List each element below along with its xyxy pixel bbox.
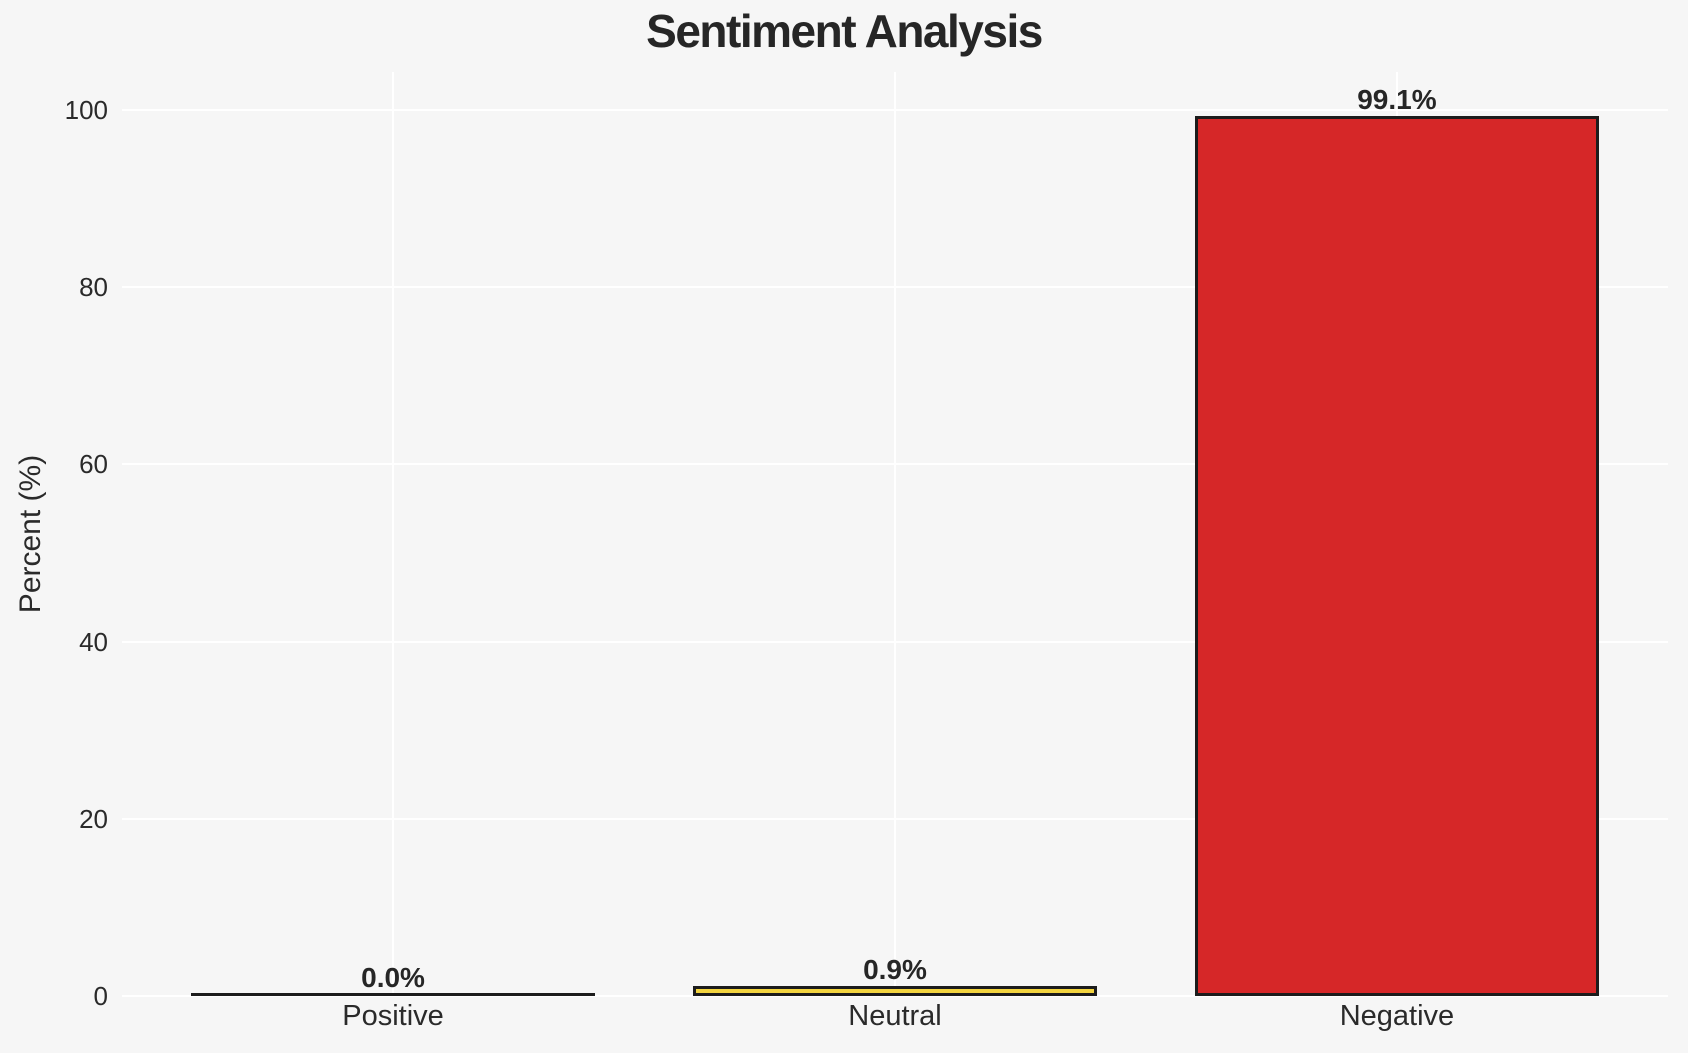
bar-negative	[1194, 116, 1599, 996]
y-tick-label: 20	[79, 803, 108, 834]
y-tick-label: 0	[93, 981, 108, 1011]
plot-area: 0.0% 0.9% 99.1%	[122, 72, 1668, 997]
x-tick-label: Positive	[342, 1000, 444, 1032]
gridline-vertical	[392, 72, 395, 996]
x-tick-label: Negative	[1339, 1000, 1455, 1032]
value-label: 0.0%	[361, 962, 425, 994]
chart-title: Sentiment Analysis	[646, 5, 1043, 57]
value-label: 99.1%	[1357, 84, 1437, 116]
x-tick-label: Neutral	[848, 1000, 942, 1032]
y-tick-label: 40	[79, 626, 108, 657]
value-label: 0.9%	[863, 954, 927, 986]
gridline-horizontal	[122, 995, 1668, 997]
gridline-vertical	[894, 72, 896, 996]
y-axis-label: Percent (%)	[14, 454, 47, 614]
y-tick-label: 60	[79, 449, 108, 480]
y-tick-label: 80	[79, 272, 108, 303]
y-tick-label: 100	[64, 95, 108, 126]
bar-positive	[191, 993, 596, 996]
bar-neutral	[693, 986, 1097, 996]
